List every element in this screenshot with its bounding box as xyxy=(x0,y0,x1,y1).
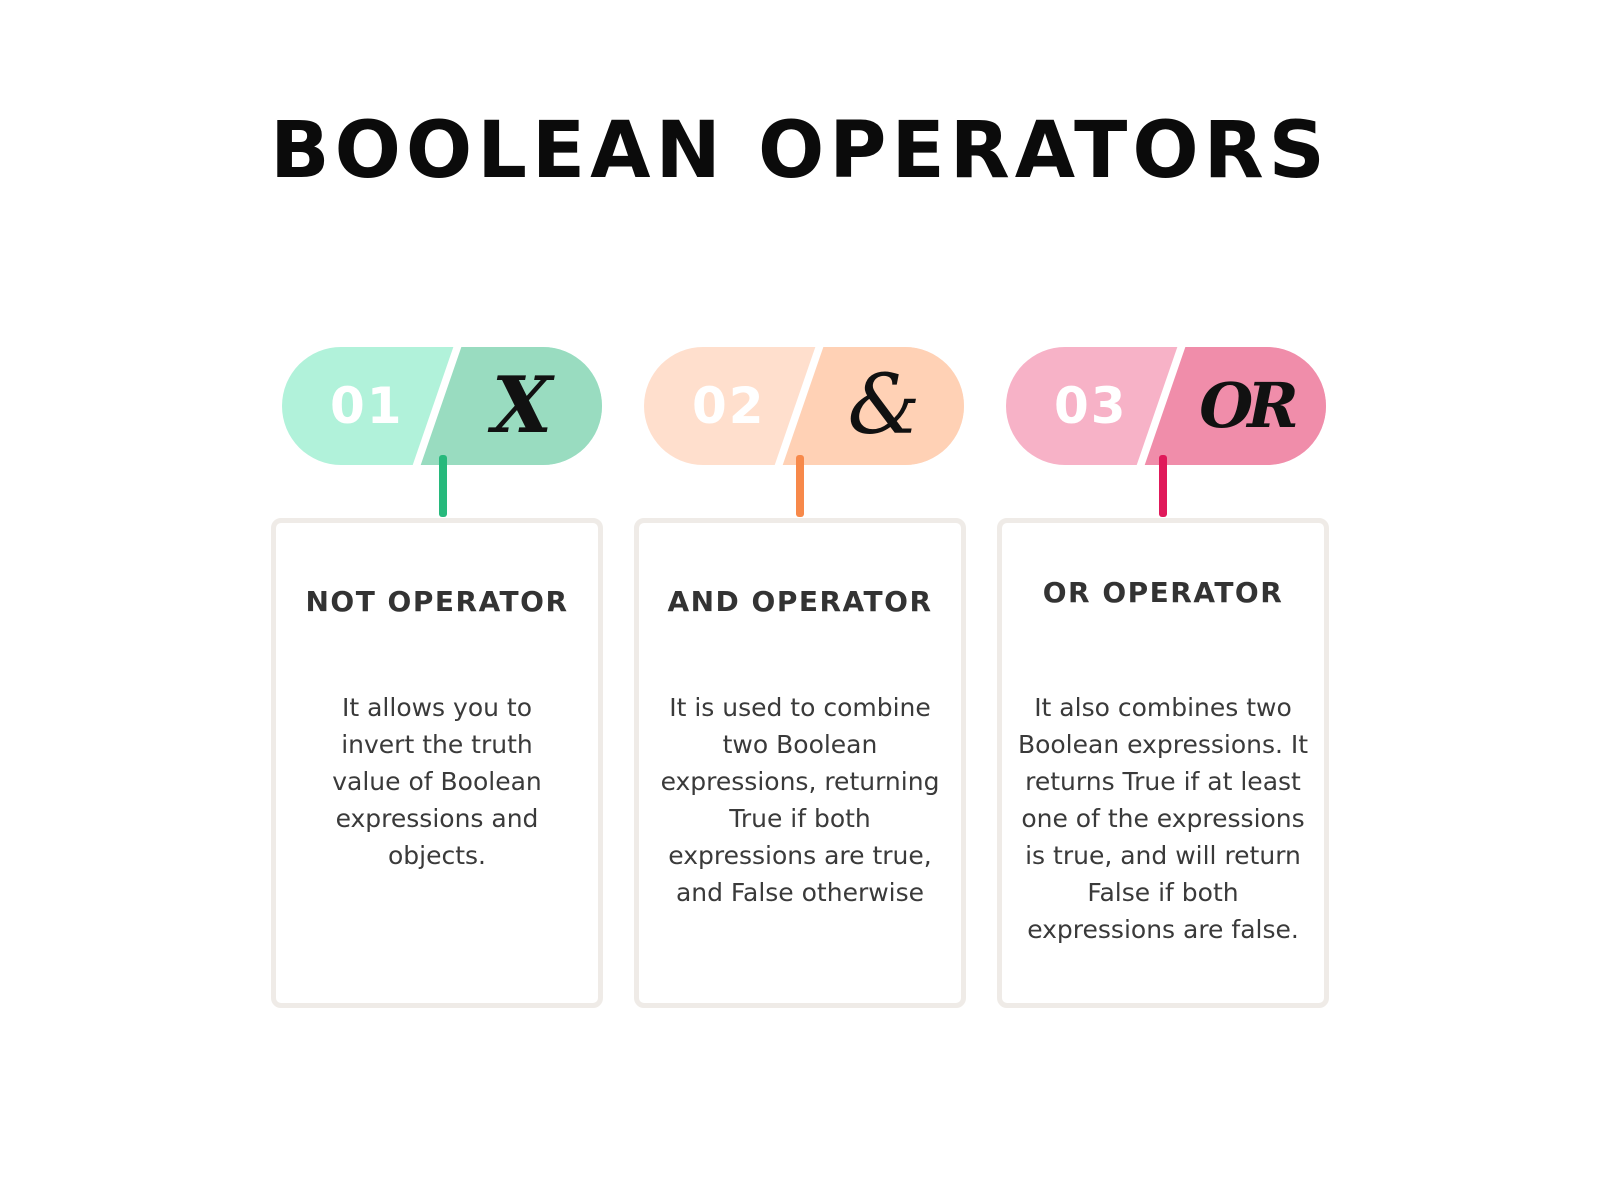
card-heading: NOT OPERATOR xyxy=(305,585,569,618)
card-description: It also combines two Boolean expressions… xyxy=(1017,693,1309,944)
step-number: 03 xyxy=(1054,377,1128,435)
and-operator-card: AND OPERATOR It is used to combine two B… xyxy=(634,518,966,1008)
not-operator-card: NOT OPERATOR It allows you to invert the… xyxy=(271,518,603,1008)
step-number: 02 xyxy=(692,377,766,435)
page-title: BOOLEAN OPERATORS xyxy=(270,106,1330,196)
card-heading: OR OPERATOR xyxy=(1042,576,1284,609)
card-description: It allows you to invert the truth value … xyxy=(332,693,542,870)
connector-line xyxy=(1159,455,1167,517)
connector-line xyxy=(796,455,804,517)
not-symbol-icon: X xyxy=(491,360,553,451)
and-operator-pill: 02 & xyxy=(644,347,964,465)
step-number: 01 xyxy=(330,377,404,435)
card-heading: AND OPERATOR xyxy=(667,585,933,618)
or-symbol-icon: OR xyxy=(1199,369,1299,442)
connector-line xyxy=(439,455,447,517)
card-description: It is used to combine two Boolean expres… xyxy=(660,693,940,907)
not-operator-pill: 01 X xyxy=(282,347,602,465)
or-operator-pill: 03 OR xyxy=(1006,347,1326,465)
ampersand-icon: & xyxy=(847,358,921,453)
or-operator-card: OR OPERATOR It also combines two Boolean… xyxy=(997,518,1329,1008)
